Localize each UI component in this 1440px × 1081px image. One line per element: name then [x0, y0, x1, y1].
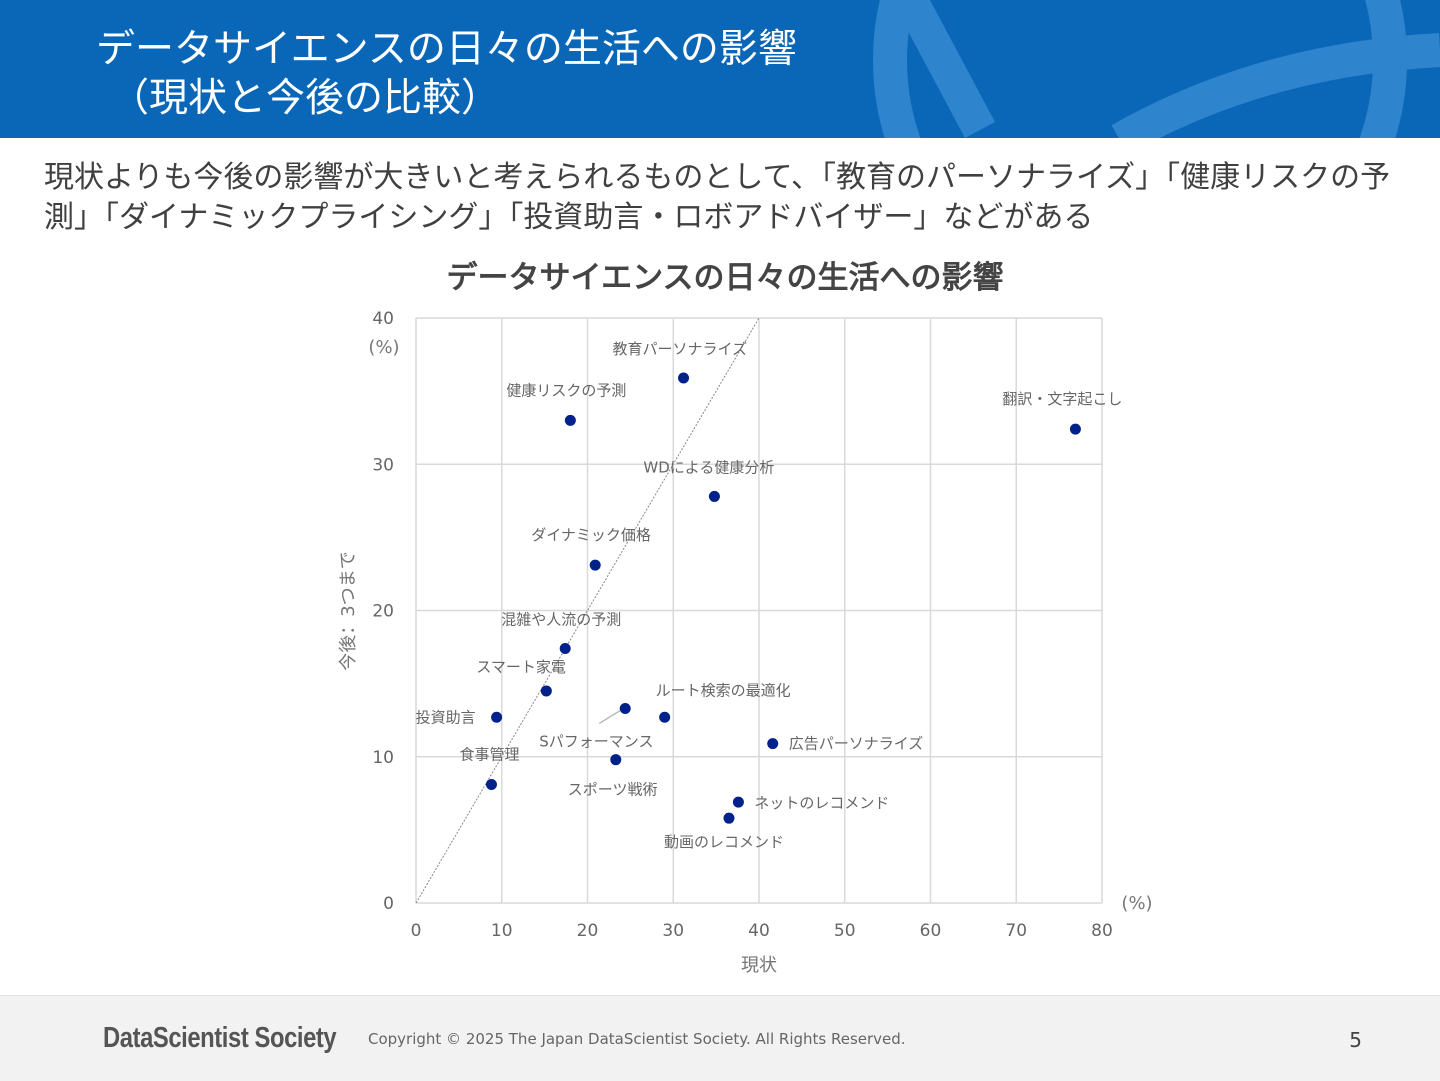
reference-line [415, 317, 760, 904]
x-axis-label: 現状 [741, 955, 777, 976]
data-point [659, 711, 671, 723]
data-label: 混雑や人流の予測 [501, 611, 621, 629]
data-point [610, 754, 622, 766]
slide-summary: 現状よりも今後の影響が大きいと考えられるものとして、「教育のパーソナライズ」「健… [44, 160, 1391, 235]
x-tick-label: 80 [1091, 921, 1113, 941]
label-layer: 教育パーソナライズ健康リスクの予測翻訳・文字起こし WDによる健康分析ダイナミック… [416, 340, 1123, 851]
data-label: 動画のレコメンド [664, 833, 784, 851]
data-point [564, 414, 576, 426]
data-point [732, 796, 744, 808]
y-tick-label: 20 [372, 602, 394, 622]
scatter-chart: 0 10 20 30 40 50 60 70 80 0 10 20 30 40 教育パーソナライズ健康リス… [338, 260, 1153, 976]
y-tick-label: 40 [372, 309, 394, 329]
x-tick-label: 20 [577, 921, 599, 941]
data-label: 健康リスクの予測 [506, 381, 626, 399]
header-decoration [873, 0, 1440, 138]
slide-title-sub: （現状と今後の比較） [110, 76, 501, 121]
data-label: 食事管理 [459, 746, 519, 764]
x-tick-label: 70 [1005, 921, 1027, 941]
grid-layer [415, 317, 1103, 904]
data-point [619, 702, 631, 714]
data-label: Sパフォーマンス [539, 732, 653, 750]
data-point [708, 490, 720, 502]
y-tick-label: 0 [383, 894, 394, 914]
data-point [589, 559, 601, 571]
data-label: ルート検索の最適化 [656, 681, 791, 699]
x-tick-label: 50 [834, 921, 856, 941]
data-label: WDによる健康分析 [643, 458, 774, 476]
data-label: スポーツ戦術 [568, 781, 658, 799]
data-label: 教育パーソナライズ [613, 340, 748, 358]
data-point [491, 711, 503, 723]
data-label: ネットのレコメンド [754, 794, 889, 812]
data-label: ダイナミック価格 [531, 526, 651, 544]
label-leader-line [598, 709, 621, 725]
data-label: 広告パーソナライズ [789, 735, 924, 753]
data-point [559, 643, 571, 655]
data-point [678, 372, 690, 384]
y-tick-label: 10 [372, 748, 394, 768]
y-tick-label: 30 [372, 455, 394, 475]
data-label: 翻訳・文字起こし [1002, 390, 1122, 408]
y-axis-label: 今後：3つまで [338, 551, 359, 670]
data-label: 投資助言 [416, 708, 476, 726]
data-point [540, 685, 552, 697]
society-logo: DataScientist Society [103, 1022, 337, 1054]
x-axis-unit: (%) [1121, 893, 1152, 914]
data-label: スマート家電 [476, 658, 566, 676]
data-point [723, 812, 735, 824]
slide-title: データサイエンスの日々の生活への影響 [96, 27, 797, 72]
x-tick-label: 40 [748, 921, 770, 941]
x-tick-label: 10 [491, 921, 513, 941]
x-tick-label: 0 [411, 921, 422, 941]
x-tick-label: 60 [920, 921, 942, 941]
x-tick-label: 30 [662, 921, 684, 941]
slide-footer: DataScientist Society Copyright © 2025 T… [0, 995, 1440, 1081]
chart-title: データサイエンスの日々の生活への影響 [446, 260, 1003, 296]
data-point [485, 779, 497, 791]
page-number: 5 [1349, 1028, 1362, 1052]
data-point [1069, 423, 1081, 435]
point-layer [485, 372, 1081, 824]
tick-layer: 0 10 20 30 40 50 60 70 80 0 10 20 30 40 [372, 309, 1112, 941]
copyright-text: Copyright © 2025 The Japan DataScientist… [368, 1030, 906, 1048]
y-axis-unit: (%) [368, 337, 399, 358]
slide-header: データサイエンスの日々の生活への影響 （現状と今後の比較） [0, 0, 1440, 138]
data-point [767, 738, 779, 750]
